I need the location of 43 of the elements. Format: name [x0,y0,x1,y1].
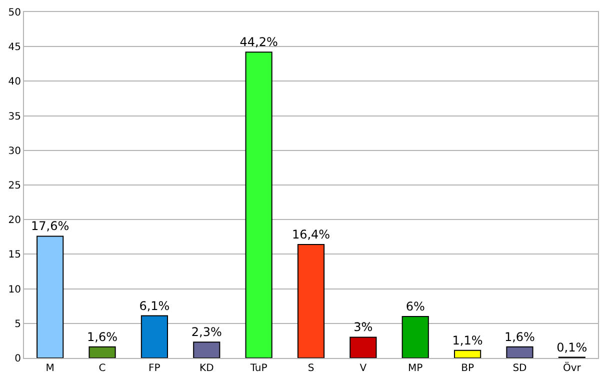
data-label: 1,6% [87,330,118,344]
y-tick-label: 10 [8,284,21,296]
x-tick-label: Övr [562,361,582,374]
y-tick-label: 0 [14,354,21,364]
data-label: 6% [406,299,425,314]
x-tick-label: M [46,363,54,374]
bar [506,346,534,358]
data-label: 1,1% [452,333,483,348]
y-tick-label: 20 [8,215,21,226]
bar [350,336,377,358]
bar [297,244,325,358]
y-tick-label: 15 [8,250,21,261]
x-tick-label: C [98,363,106,374]
y-tick-label: 30 [8,146,21,157]
x-tick-label: V [360,363,367,374]
bar [402,316,429,358]
data-label: 2,3% [191,325,222,340]
x-tick-label: SD [512,363,528,374]
y-tick-label: 25 [8,180,21,192]
x-tick-label: MP [408,363,423,374]
data-label: 17,6% [31,219,70,234]
x-tick-label: S [308,363,314,374]
y-tick-label: 35 [8,111,21,122]
y-tick-label: 40 [8,76,21,88]
data-label: 16,4% [292,228,330,242]
bar [193,342,220,358]
bar [36,236,64,358]
x-tick-label: FP [148,363,160,374]
x-tick-label: BP [461,363,474,374]
data-label: 1,6% [504,330,535,344]
y-tick-label: 50 [8,8,21,18]
bar [140,315,168,358]
data-label: 0,1% [556,340,588,354]
y-tick-label: 5 [14,318,21,330]
bar [245,52,272,358]
bar [454,350,482,358]
data-label: 3% [354,320,373,334]
bar [88,346,116,358]
x-tick-label: KD [200,363,214,374]
x-tick-label: TuP [249,363,268,374]
data-label: 6,1% [139,298,170,313]
y-tick-label: 45 [8,42,21,54]
data-label: 44,2% [240,35,278,50]
